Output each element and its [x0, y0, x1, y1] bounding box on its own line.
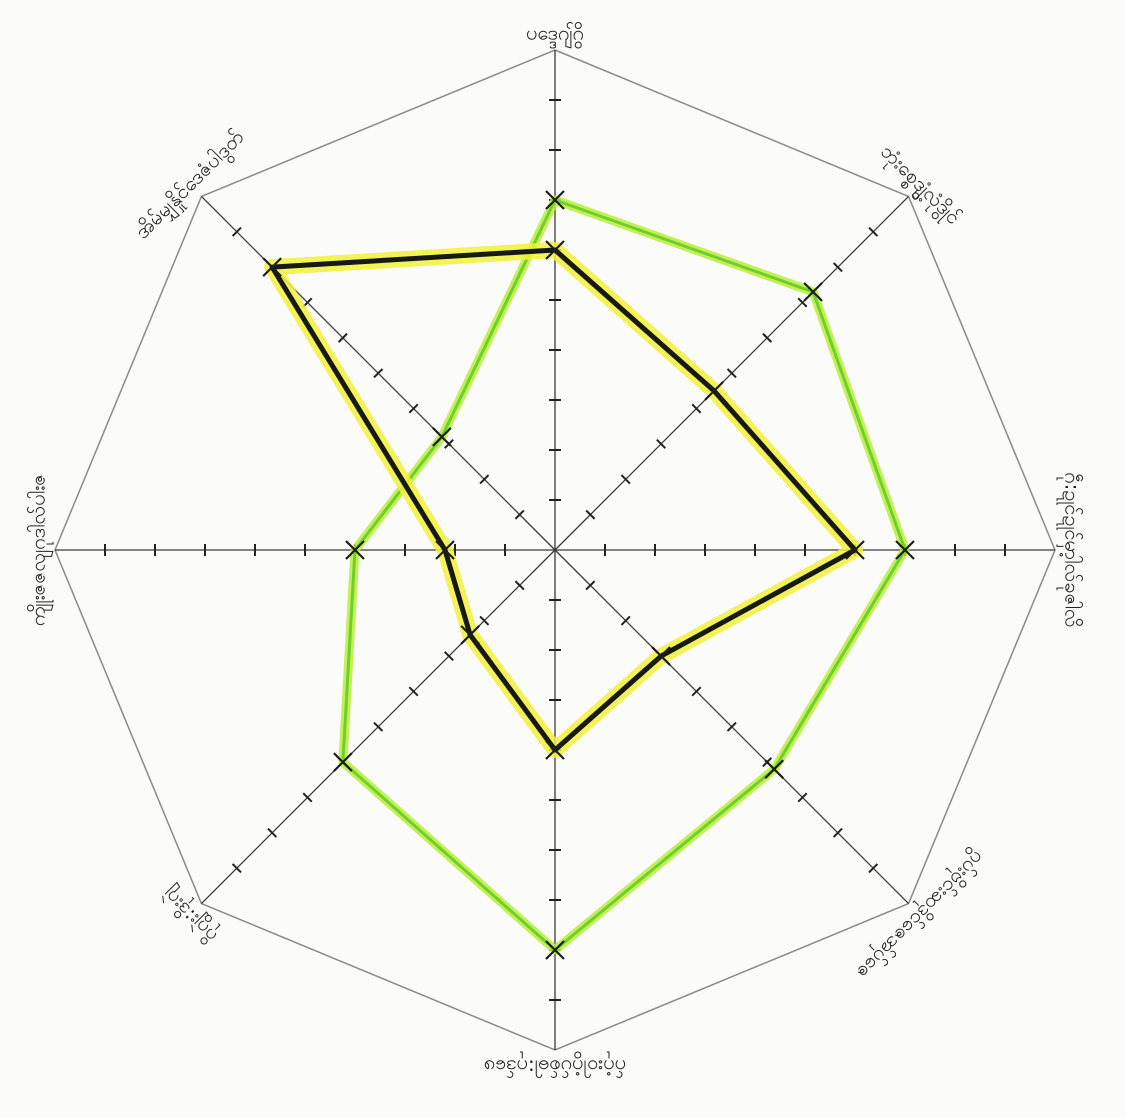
- radar-tick: [726, 721, 737, 732]
- radar-point-marker: [262, 257, 282, 277]
- radar-tick: [373, 721, 384, 732]
- radar-tick: [832, 262, 843, 273]
- radar-tick: [514, 509, 525, 520]
- radar-series-line: [269, 247, 858, 753]
- radar-series-1: [333, 190, 915, 960]
- radar-tick: [691, 403, 702, 414]
- radar-series-highlight: [264, 242, 863, 758]
- axis-label: ကျိုးဇဇလျဂုဒါလ်ပါးဇ: [26, 474, 54, 626]
- radar-point-marker: [651, 646, 671, 666]
- radar-tick: [762, 332, 773, 343]
- radar-point-marker: [460, 625, 480, 645]
- radar-tick: [337, 332, 348, 343]
- radar-point-marker: [333, 752, 353, 772]
- radar-point-marker: [895, 540, 915, 560]
- radar-tick: [797, 792, 808, 803]
- radar-point-marker: [435, 540, 455, 560]
- radar-tick: [231, 226, 242, 237]
- radar-tick: [408, 686, 419, 697]
- radar-point-marker: [345, 540, 365, 560]
- radar-tick: [373, 368, 384, 379]
- radar-tick: [656, 438, 667, 449]
- radar-point-marker: [545, 240, 565, 260]
- radar-point-marker: [764, 759, 784, 779]
- radar-tick: [585, 509, 596, 520]
- radar-tick: [726, 368, 737, 379]
- radar-tick: [832, 827, 843, 838]
- radar-tick: [302, 792, 313, 803]
- radar-tick: [797, 297, 808, 308]
- radar-tick: [479, 474, 490, 485]
- radar-series-group: [262, 190, 915, 960]
- radar-point-marker: [545, 190, 565, 210]
- radar-tick: [691, 686, 702, 697]
- radar-tick: [585, 580, 596, 591]
- radar-tick: [443, 651, 454, 662]
- axis-label: ဂ်ဂုံးဝါဂွံပ်စ်ဓါ:ဂုဒ်ဖေ: [484, 1052, 626, 1080]
- radar-tick: [868, 863, 879, 874]
- radar-point-marker: [432, 427, 452, 447]
- radar-point-marker: [545, 740, 565, 760]
- radar-series-2: [262, 240, 865, 760]
- radar-tick: [267, 827, 278, 838]
- radar-tick: [231, 863, 242, 874]
- axis-label: ပဒ္ဒေဂျ်ဂွိ: [526, 21, 584, 49]
- radar-point-marker: [845, 540, 865, 560]
- radar-point-marker: [545, 940, 565, 960]
- radar-point-marker: [704, 381, 724, 401]
- radar-tick: [514, 580, 525, 591]
- radar-tick: [620, 615, 631, 626]
- radar-tick: [620, 474, 631, 485]
- radar-tick: [479, 615, 490, 626]
- axis-label: ဂဵု:ဍုင်ဍုင်မှာ့ါလ်ခုဇါလိ: [1057, 472, 1085, 628]
- radar-point-marker: [803, 282, 823, 302]
- radar-tick: [408, 403, 419, 414]
- radar-tick: [868, 226, 879, 237]
